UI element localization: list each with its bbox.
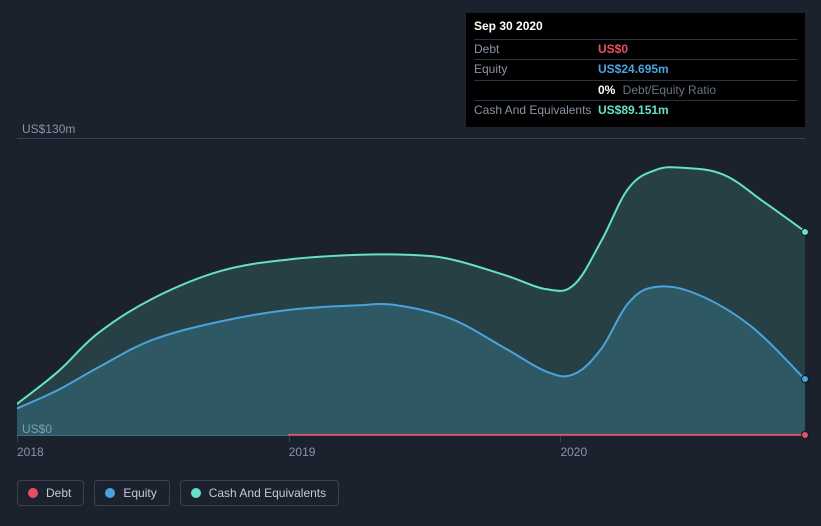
x-tick xyxy=(560,436,561,442)
tooltip-row: EquityUS$24.695m xyxy=(474,60,797,81)
endpoint-debt xyxy=(801,431,809,439)
legend-label: Debt xyxy=(46,486,71,500)
legend-swatch-icon xyxy=(191,488,201,498)
chart-svg xyxy=(17,138,805,436)
series-fill-cash xyxy=(17,167,805,436)
tooltip-row-value: US$89.151m xyxy=(598,103,669,119)
legend-swatch-icon xyxy=(28,488,38,498)
chart-container: Sep 30 2020 DebtUS$0EquityUS$24.695m0% D… xyxy=(0,0,821,526)
x-tick xyxy=(289,436,290,442)
x-axis-label: 2020 xyxy=(560,445,587,459)
tooltip-row-label: Debt xyxy=(474,42,598,58)
tooltip-row-label xyxy=(474,83,598,99)
tooltip-row-value: 0% Debt/Equity Ratio xyxy=(598,83,716,99)
y-axis-label-top: US$130m xyxy=(22,122,75,136)
chart-tooltip: Sep 30 2020 DebtUS$0EquityUS$24.695m0% D… xyxy=(466,13,805,127)
tooltip-row: 0% Debt/Equity Ratio xyxy=(474,81,797,102)
tooltip-rows: DebtUS$0EquityUS$24.695m0% Debt/Equity R… xyxy=(474,40,797,121)
tooltip-title: Sep 30 2020 xyxy=(474,17,797,40)
x-axis-label: 2019 xyxy=(289,445,316,459)
tooltip-row-value: US$0 xyxy=(598,42,628,58)
tooltip-row: Cash And EquivalentsUS$89.151m xyxy=(474,101,797,121)
tooltip-row-label: Cash And Equivalents xyxy=(474,103,598,119)
chart-legend: Debt Equity Cash And Equivalents xyxy=(17,480,339,506)
endpoint-equity xyxy=(801,375,809,383)
tooltip-row: DebtUS$0 xyxy=(474,40,797,61)
tooltip-row-label: Equity xyxy=(474,62,598,78)
legend-swatch-icon xyxy=(105,488,115,498)
x-tick xyxy=(17,436,18,442)
legend-item-debt[interactable]: Debt xyxy=(17,480,84,506)
legend-item-cash[interactable]: Cash And Equivalents xyxy=(180,480,339,506)
legend-label: Equity xyxy=(123,486,156,500)
legend-item-equity[interactable]: Equity xyxy=(94,480,169,506)
x-axis-label: 2018 xyxy=(17,445,44,459)
tooltip-row-suffix: Debt/Equity Ratio xyxy=(619,83,716,97)
tooltip-row-value: US$24.695m xyxy=(598,62,669,78)
endpoint-cash xyxy=(801,228,809,236)
legend-label: Cash And Equivalents xyxy=(209,486,326,500)
